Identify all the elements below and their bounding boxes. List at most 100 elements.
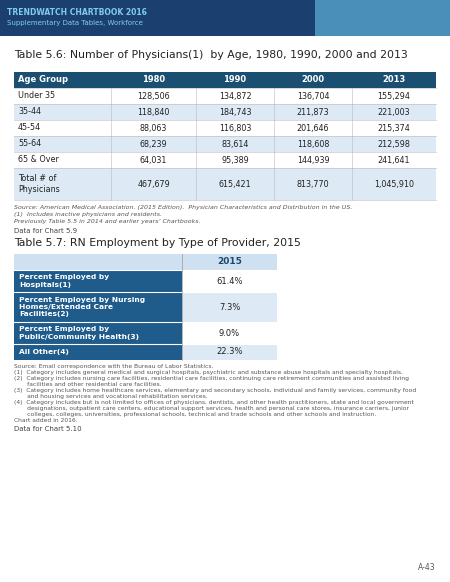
Bar — [14, 322, 182, 344]
Text: TRENDWATCH CHARTBOOK 2016: TRENDWATCH CHARTBOOK 2016 — [7, 8, 147, 17]
Bar — [182, 292, 277, 322]
Text: 1980: 1980 — [142, 76, 165, 84]
Bar — [274, 152, 352, 168]
Text: 221,003: 221,003 — [378, 108, 410, 116]
Text: 22.3%: 22.3% — [216, 347, 243, 357]
Text: Data for Chart 5.10: Data for Chart 5.10 — [14, 426, 81, 432]
Text: Chart added in 2016.: Chart added in 2016. — [14, 418, 77, 423]
Text: Previously Table 5.5 in 2014 and earlier years’ Chartbooks.: Previously Table 5.5 in 2014 and earlier… — [14, 219, 201, 224]
Bar — [14, 254, 182, 270]
Bar — [111, 72, 196, 88]
Bar — [196, 104, 274, 120]
Bar — [274, 104, 352, 120]
Text: 95,389: 95,389 — [221, 155, 249, 165]
Text: 144,939: 144,939 — [297, 155, 329, 165]
Bar — [182, 254, 277, 270]
Bar — [14, 152, 111, 168]
Text: 64,031: 64,031 — [140, 155, 167, 165]
Bar — [352, 136, 436, 152]
Text: and housing services and vocational rehabilitation services.: and housing services and vocational reha… — [14, 394, 207, 399]
Bar — [196, 136, 274, 152]
Text: 2015: 2015 — [217, 257, 242, 267]
Text: Percent Employed by
Hospitals(1): Percent Employed by Hospitals(1) — [19, 275, 109, 288]
Text: Table 5.6: Number of Physicians(1)  by Age, 1980, 1990, 2000 and 2013: Table 5.6: Number of Physicians(1) by Ag… — [14, 50, 408, 60]
Text: 116,803: 116,803 — [219, 123, 251, 133]
Text: (3)  Category includes home healthcare services, elementary and secondary school: (3) Category includes home healthcare se… — [14, 388, 416, 393]
Text: Age Group: Age Group — [18, 76, 68, 84]
Text: 35-44: 35-44 — [18, 108, 41, 116]
Text: 7.3%: 7.3% — [219, 303, 240, 311]
Text: Data for Chart 5.9: Data for Chart 5.9 — [14, 228, 77, 234]
Bar — [111, 88, 196, 104]
Bar — [196, 120, 274, 136]
Text: (1)  Includes inactive physicians and residents.: (1) Includes inactive physicians and res… — [14, 212, 162, 217]
Bar — [274, 136, 352, 152]
Bar — [352, 72, 436, 88]
Bar — [14, 104, 111, 120]
Bar — [111, 104, 196, 120]
Bar — [352, 88, 436, 104]
Text: Percent Employed by
Public/Community Health(3): Percent Employed by Public/Community Hea… — [19, 327, 139, 339]
Bar — [111, 152, 196, 168]
Bar — [352, 104, 436, 120]
Bar — [274, 168, 352, 200]
Text: designations, outpatient care centers, educational support services, health and : designations, outpatient care centers, e… — [14, 406, 409, 411]
Bar — [14, 120, 111, 136]
Bar — [111, 120, 196, 136]
Bar — [14, 72, 111, 88]
Text: A-43: A-43 — [418, 563, 436, 572]
Text: 128,506: 128,506 — [137, 91, 170, 101]
Text: 9.0%: 9.0% — [219, 328, 240, 338]
Bar — [274, 120, 352, 136]
Bar — [14, 254, 277, 360]
Bar — [182, 344, 277, 360]
Text: 201,646: 201,646 — [297, 123, 329, 133]
Text: Under 35: Under 35 — [18, 91, 55, 101]
Text: All Other(4): All Other(4) — [19, 349, 69, 355]
Text: Total # of
Physicians: Total # of Physicians — [18, 174, 60, 194]
Text: 61.4%: 61.4% — [216, 276, 243, 286]
Bar — [182, 270, 277, 292]
Text: 615,421: 615,421 — [219, 179, 251, 189]
Text: facilities and other residential care facilities.: facilities and other residential care fa… — [14, 382, 162, 387]
Bar — [315, 0, 450, 36]
Bar — [14, 344, 182, 360]
Text: 134,872: 134,872 — [219, 91, 251, 101]
Text: 2000: 2000 — [302, 76, 324, 84]
Text: 118,840: 118,840 — [137, 108, 170, 116]
Bar — [196, 168, 274, 200]
Text: 215,374: 215,374 — [378, 123, 410, 133]
Text: 65 & Over: 65 & Over — [18, 155, 59, 165]
Text: 118,608: 118,608 — [297, 140, 329, 148]
Text: Table 5.7: RN Employment by Type of Provider, 2015: Table 5.7: RN Employment by Type of Prov… — [14, 238, 301, 248]
Text: Source: Email correspondence with the Bureau of Labor Statistics.: Source: Email correspondence with the Bu… — [14, 364, 213, 369]
Bar — [14, 136, 111, 152]
Bar — [196, 152, 274, 168]
Bar — [352, 168, 436, 200]
Bar — [352, 152, 436, 168]
Bar — [274, 88, 352, 104]
Bar — [274, 72, 352, 88]
Bar — [14, 72, 436, 200]
Text: 45-54: 45-54 — [18, 123, 41, 133]
Text: (2)  Category includes nursing care facilities, residential care facilities, con: (2) Category includes nursing care facil… — [14, 376, 409, 381]
Bar — [111, 136, 196, 152]
Bar — [196, 88, 274, 104]
Text: 83,614: 83,614 — [221, 140, 249, 148]
Text: Percent Employed by Nursing
Homes/Extended Care
Facilities(2): Percent Employed by Nursing Homes/Extend… — [19, 297, 145, 317]
Text: 212,598: 212,598 — [378, 140, 410, 148]
Text: (1)  Category includes general medical and surgical hospitals, psychiatric and s: (1) Category includes general medical an… — [14, 370, 403, 375]
Bar — [196, 72, 274, 88]
Bar — [14, 292, 182, 322]
Text: Supplementary Data Tables, Workforce: Supplementary Data Tables, Workforce — [7, 20, 143, 26]
Bar — [14, 168, 111, 200]
Bar — [14, 88, 111, 104]
Text: 241,641: 241,641 — [378, 155, 410, 165]
Text: 136,704: 136,704 — [297, 91, 329, 101]
Text: 211,873: 211,873 — [297, 108, 329, 116]
Bar — [352, 120, 436, 136]
Text: 1,045,910: 1,045,910 — [374, 179, 414, 189]
Text: 2013: 2013 — [382, 76, 405, 84]
Text: (4)  Category includes but is not limited to offices of physicians, dentists, an: (4) Category includes but is not limited… — [14, 400, 414, 405]
Text: 88,063: 88,063 — [140, 123, 167, 133]
